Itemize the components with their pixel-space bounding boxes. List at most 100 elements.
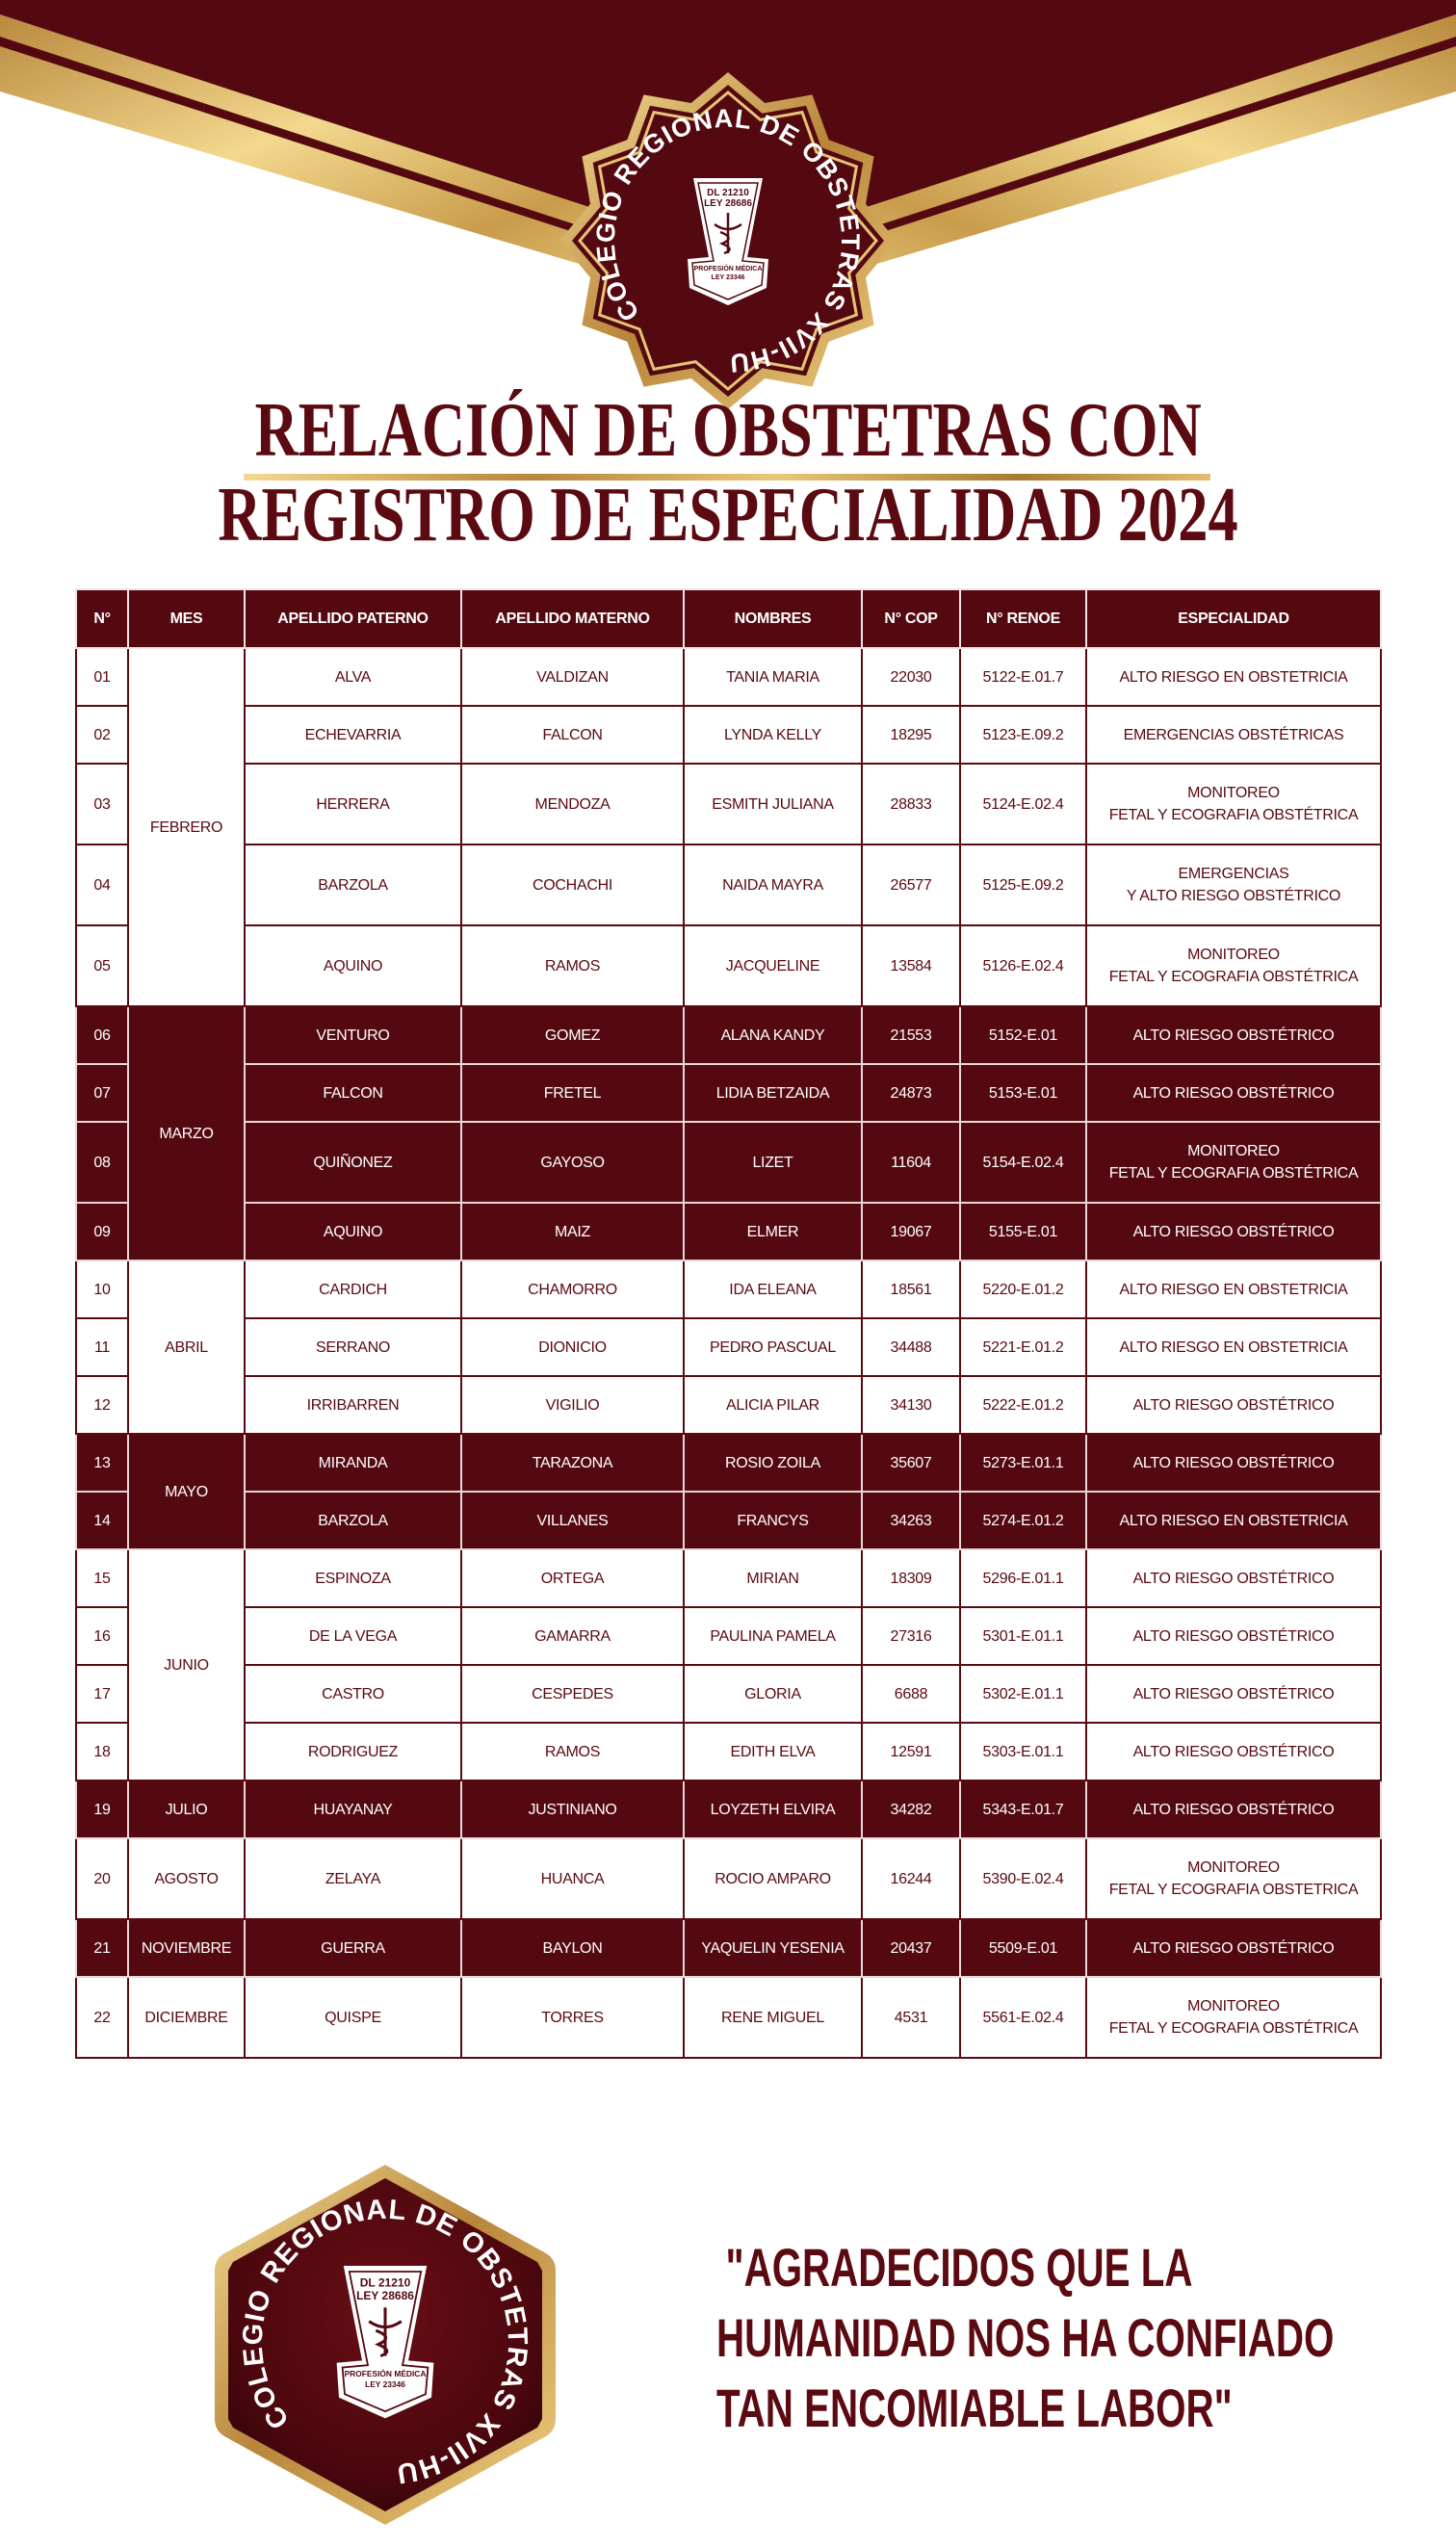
- renoe-number-cell: 5155-E.01: [959, 1202, 1087, 1261]
- page-title-text-1: RELACIÓN DE OBSTETRAS CON: [254, 388, 1202, 473]
- apellido-materno-cell: GAMARRA: [460, 1606, 685, 1666]
- apellido-materno-cell: MENDOZA: [460, 763, 685, 845]
- svg-text:PROFESIÓN MÉDICA: PROFESIÓN MÉDICA: [345, 2368, 427, 2378]
- table-row: 05 AQUINO RAMOS JACQUELINE 13584 5126-E.02.4 M…: [75, 924, 1382, 1007]
- table-row: 21 NOVIEMBRE GUERRA BAYLON YAQUELIN YESENIA 2…: [75, 1918, 1382, 1978]
- table-row: 03 HERRERA MENDOZA ESMITH JULIANA 28833 5124-…: [75, 763, 1382, 845]
- row-number-cell: 05: [75, 924, 129, 1007]
- cop-number-cell: 34263: [861, 1491, 961, 1550]
- especialidad-cell: ALTO RIESGO OBSTÉTRICO: [1085, 1375, 1382, 1435]
- apellido-materno-cell: TORRES: [460, 1976, 685, 2059]
- especialidad-line: MONITOREO: [1187, 1998, 1280, 2014]
- apellido-paterno-cell: HUAYANAY: [244, 1780, 462, 1839]
- apellido-materno-cell: RAMOS: [460, 924, 685, 1007]
- cop-number-cell: 12591: [861, 1722, 961, 1781]
- especialidad-cell: ALTO RIESGO OBSTÉTRICO: [1085, 1722, 1382, 1781]
- apellido-paterno-cell: FALCON: [244, 1063, 462, 1123]
- banner-stripe-left: [0, 37, 728, 282]
- especialidad-line: FETAL Y ECOGRAFIA OBSTÉTRICA: [1108, 1165, 1359, 1182]
- apellido-materno-cell: TARAZONA: [460, 1433, 685, 1493]
- renoe-number-cell: 5126-E.02.4: [959, 924, 1087, 1007]
- nombres-cell: RENE MIGUEL: [683, 1976, 863, 2059]
- cop-number-cell: 21553: [861, 1005, 961, 1065]
- apellido-materno-cell: JUSTINIANO: [460, 1780, 685, 1839]
- table-row: 07 FALCON FRETEL LIDIA BETZAIDA 24873 5153-E.…: [75, 1063, 1382, 1123]
- nombres-cell: ALICIA PILAR: [683, 1375, 863, 1435]
- table-row: 22 DICIEMBRE QUISPE TORRES RENE MIGUEL 4531 55…: [75, 1976, 1382, 2059]
- especialidad-cell: ALTO RIESGO EN OBSTETRICIA: [1085, 647, 1382, 707]
- nombres-cell: PEDRO PASCUAL: [683, 1317, 863, 1377]
- nombres-cell: PAULINA PAMELA: [683, 1606, 863, 1666]
- table-row: 17 CASTRO CESPEDES GLORIA 6688 5302-E.01.1 ALT…: [75, 1664, 1382, 1724]
- table-row: 19 JULIO HUAYANAY JUSTINIANO LOYZETH ELVIRA 3…: [75, 1780, 1382, 1839]
- month-cell: JUNIO: [127, 1548, 246, 1781]
- row-number-cell: 09: [75, 1202, 129, 1261]
- banner-stripe-right: [728, 37, 1456, 282]
- apellido-materno-cell: BAYLON: [460, 1918, 685, 1978]
- especialidad-cell: MONITOREO FETAL Y ECOGRAFIA OBSTÉTRICA: [1085, 1121, 1382, 1204]
- row-number-cell: 18: [75, 1722, 129, 1781]
- month-cell: NOVIEMBRE: [127, 1918, 246, 1978]
- nombres-cell: ROSIO ZOILA: [683, 1433, 863, 1493]
- renoe-number-cell: 5390-E.02.4: [959, 1837, 1087, 1920]
- table-header-row: N° MES APELLIDO PATERNO APELLIDO MATERNO NOM…: [75, 588, 1382, 649]
- row-number-cell: 01: [75, 647, 129, 707]
- row-number-cell: 22: [75, 1976, 129, 2059]
- table-row: 20 AGOSTO ZELAYA HUANCA ROCIO AMPARO 16244 539…: [75, 1837, 1382, 1920]
- caduceus-icon: [714, 213, 742, 255]
- seal-logo: COLEGIO REGIONAL DE OBSTETRAS XVII-HUÁNU…: [555, 67, 897, 409]
- nombres-cell: TANIA MARIA: [683, 647, 863, 707]
- footer-caduceus-icon: [368, 2307, 403, 2358]
- apellido-materno-cell: VILLANES: [460, 1491, 685, 1550]
- cop-number-cell: 35607: [861, 1433, 961, 1493]
- apellido-materno-cell: COCHACHI: [460, 844, 685, 926]
- apellido-materno-cell: VIGILIO: [460, 1375, 685, 1435]
- apellido-paterno-cell: DE LA VEGA: [244, 1606, 462, 1666]
- nombres-cell: LIZET: [683, 1121, 863, 1204]
- apellido-paterno-cell: ZELAYA: [244, 1837, 462, 1920]
- especialidad-line: MONITOREO: [1187, 1859, 1280, 1876]
- especialidad-cell: ALTO RIESGO OBSTÉTRICO: [1085, 1005, 1382, 1065]
- svg-text:DL 21210: DL 21210: [707, 188, 749, 198]
- cop-number-cell: 4531: [861, 1976, 961, 2059]
- month-cell: MARZO: [127, 1005, 246, 1261]
- nombres-cell: EDITH ELVA: [683, 1722, 863, 1781]
- apellido-materno-cell: GOMEZ: [460, 1005, 685, 1065]
- page-title-line-1: RELACIÓN DE OBSTETRAS CON: [0, 387, 1456, 474]
- apellido-materno-cell: CESPEDES: [460, 1664, 685, 1724]
- especialidad-cell: ALTO RIESGO OBSTÉTRICO: [1085, 1606, 1382, 1666]
- table-row: 13 MAYO MIRANDA TARAZONA ROSIO ZOILA 35607 527…: [75, 1433, 1382, 1550]
- row-number-cell: 13: [75, 1433, 129, 1493]
- nombres-cell: LOYZETH ELVIRA: [683, 1780, 863, 1839]
- table-row: 06 MARZO VENTURO GOMEZ ALANA KANDY 21553 5152-…: [75, 1005, 1382, 1261]
- obstetras-table: N° MES APELLIDO PATERNO APELLIDO MATERNO NOM…: [75, 588, 1382, 2059]
- renoe-number-cell: 5125-E.09.2: [959, 844, 1087, 926]
- especialidad-line: ALTO RIESGO OBSTÉTRICO: [1132, 1627, 1335, 1645]
- especialidad-line: ALTO RIESGO OBSTÉTRICO: [1132, 1743, 1335, 1760]
- apellido-materno-cell: HUANCA: [460, 1837, 685, 1920]
- cop-number-cell: 20437: [861, 1918, 961, 1978]
- header-col-apellido-paterno: APELLIDO PATERNO: [244, 588, 462, 649]
- apellido-paterno-cell: HERRERA: [244, 763, 462, 845]
- nombres-cell: YAQUELIN YESENIA: [683, 1918, 863, 1978]
- quote-line-2: HUMANIDAD NOS HA CONFIADO: [716, 2307, 1335, 2368]
- especialidad-line: ALTO RIESGO OBSTÉTRICO: [1132, 1454, 1335, 1471]
- page-title-line-2: REGISTRO DE ESPECIALIDAD 2024: [0, 472, 1456, 559]
- svg-text:PROFESIÓN MÉDICA: PROFESIÓN MÉDICA: [694, 264, 763, 273]
- cop-number-cell: 11604: [861, 1121, 961, 1204]
- renoe-number-cell: 5273-E.01.1: [959, 1433, 1087, 1493]
- table-row: 14 BARZOLA VILLANES FRANCYS 34263 5274-E.01.2…: [75, 1491, 1382, 1550]
- row-number-cell: 08: [75, 1121, 129, 1204]
- table-row: 04 BARZOLA COCHACHI NAIDA MAYRA 26577 5125-E.…: [75, 844, 1382, 926]
- svg-text:LEY 23346: LEY 23346: [365, 2379, 405, 2389]
- especialidad-cell: MONITOREO FETAL Y ECOGRAFIA OBSTETRICA: [1085, 1837, 1382, 1920]
- renoe-number-cell: 5303-E.01.1: [959, 1722, 1087, 1781]
- especialidad-line: MONITOREO: [1187, 785, 1280, 801]
- apellido-paterno-cell: RODRIGUEZ: [244, 1722, 462, 1781]
- apellido-paterno-cell: QUIÑONEZ: [244, 1121, 462, 1204]
- renoe-number-cell: 5152-E.01: [959, 1005, 1087, 1065]
- especialidad-line: MONITOREO: [1187, 947, 1280, 963]
- table-row: 12 IRRIBARREN VIGILIO ALICIA PILAR 34130 5222…: [75, 1375, 1382, 1435]
- footer-emblem-icon: DL 21210 LEY 28686 PROFESIÓN MÉDICA LEY …: [336, 2266, 434, 2419]
- nombres-cell: ELMER: [683, 1202, 863, 1261]
